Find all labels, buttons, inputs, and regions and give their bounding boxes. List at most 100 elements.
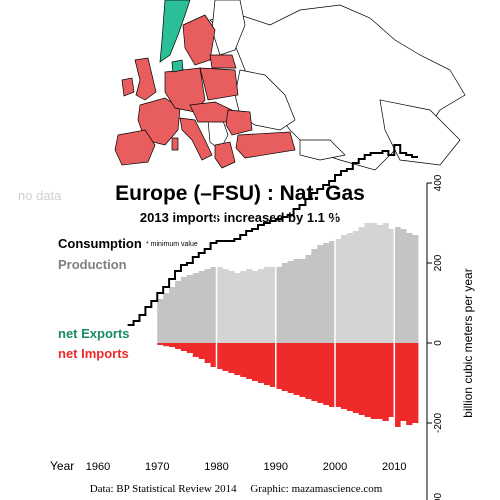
net-imports-bar-1983 bbox=[234, 343, 241, 375]
map-country-uk bbox=[134, 57, 157, 101]
net-imports-bar-2011 bbox=[400, 343, 407, 421]
net-imports-bar-1994 bbox=[299, 343, 306, 397]
production-bar-1979 bbox=[210, 267, 217, 343]
x-tick-label: 1960 bbox=[86, 461, 110, 473]
x-tick-label: 1970 bbox=[145, 461, 169, 473]
map-country-baltics bbox=[209, 54, 237, 69]
production-bar-1999 bbox=[329, 241, 336, 343]
net-imports-bar-1992 bbox=[287, 343, 294, 393]
net-imports-bar-1988 bbox=[263, 343, 271, 385]
production-bar-1985 bbox=[246, 269, 253, 343]
net-imports-bar-1980 bbox=[216, 343, 223, 369]
production-bar-2013 bbox=[412, 235, 419, 343]
y-tick-label: 200 bbox=[433, 254, 444, 271]
chart-title: Europe (–FSU) : Nat. Gas bbox=[115, 182, 365, 205]
net-imports-bar-2007 bbox=[376, 343, 383, 419]
production-bar-1991 bbox=[281, 263, 289, 343]
y-tick-label: -200 bbox=[433, 413, 444, 433]
net-imports-bar-2005 bbox=[364, 343, 371, 417]
legend-net-imports: net Imports bbox=[58, 346, 129, 361]
production-bar-2010 bbox=[394, 227, 401, 343]
map-outline-countries bbox=[207, 0, 466, 171]
map-country-france bbox=[137, 97, 181, 146]
production-bar-2009 bbox=[388, 229, 395, 343]
map-country-greece bbox=[214, 141, 236, 169]
net-imports-bar-1986 bbox=[252, 343, 259, 381]
y-tick-label: 0 bbox=[433, 340, 444, 346]
legend-consumption-note: * minimum value bbox=[146, 241, 198, 248]
net-imports-bar-1976 bbox=[192, 343, 200, 357]
production-bar-1980 bbox=[216, 267, 223, 343]
map-country-central bbox=[189, 101, 233, 123]
production-bar-1996 bbox=[311, 249, 318, 343]
net-imports-bar-1999 bbox=[329, 343, 336, 407]
y-tick-label: 400 bbox=[433, 174, 444, 191]
production-bar-2000 bbox=[335, 239, 342, 343]
net-imports-bar-1990 bbox=[275, 343, 283, 389]
legend-consumption: Consumption bbox=[58, 236, 142, 251]
net-imports-bar-1987 bbox=[258, 343, 265, 383]
net-imports-bar-2013 bbox=[412, 343, 419, 423]
net-imports-bar-1993 bbox=[293, 343, 300, 395]
x-tick-label: 1980 bbox=[204, 461, 228, 473]
net-imports-bar-1974 bbox=[180, 343, 188, 351]
net-imports-bar-1996 bbox=[311, 343, 318, 401]
production-bar-1988 bbox=[263, 267, 271, 343]
y-axis-label: billion cubic meters per year bbox=[461, 268, 475, 417]
production-bar-1995 bbox=[305, 255, 312, 343]
production-bar-2001 bbox=[340, 235, 348, 343]
net-imports-bar-1989 bbox=[269, 343, 277, 387]
production-bar-1993 bbox=[293, 259, 300, 343]
net-imports-bar-2009 bbox=[388, 343, 395, 417]
net-imports-bar-1995 bbox=[305, 343, 312, 399]
production-bar-1978 bbox=[204, 269, 211, 343]
production-bar-1987 bbox=[258, 269, 265, 343]
production-bar-1970 bbox=[157, 299, 164, 343]
production-bar-1981 bbox=[222, 269, 229, 343]
net-imports-bars bbox=[157, 343, 419, 427]
net-imports-bar-2006 bbox=[370, 343, 377, 419]
map-country-norway bbox=[159, 0, 191, 63]
map-country-turkey bbox=[235, 131, 296, 159]
net-imports-bar-1979 bbox=[210, 343, 217, 367]
net-imports-bar-2008 bbox=[382, 343, 389, 421]
production-bar-1983 bbox=[234, 273, 241, 343]
chart-subtitle: 2013 imports increased by 1.1 % bbox=[140, 210, 341, 225]
map-import-countries bbox=[114, 14, 296, 169]
production-bar-1971 bbox=[163, 293, 170, 343]
net-imports-bar-2001 bbox=[340, 343, 348, 409]
production-bar-1990 bbox=[275, 267, 283, 343]
production-bars bbox=[157, 223, 419, 343]
net-imports-bar-1984 bbox=[240, 343, 247, 377]
y-ticks: 400 200 0 -200 -400 bbox=[427, 174, 444, 500]
net-imports-bar-1997 bbox=[317, 343, 324, 403]
x-tick-label: 2010 bbox=[382, 461, 406, 473]
production-bar-2011 bbox=[400, 229, 407, 343]
production-bar-2004 bbox=[358, 227, 366, 343]
net-imports-bar-1991 bbox=[281, 343, 289, 391]
map-country-sweden-finland bbox=[182, 14, 216, 66]
legend-production: Production bbox=[58, 257, 127, 272]
production-bar-1972 bbox=[169, 287, 176, 343]
production-bar-1994 bbox=[299, 259, 306, 343]
production-bar-2008 bbox=[382, 223, 389, 343]
production-bar-1992 bbox=[287, 261, 294, 343]
net-imports-bar-1970 bbox=[157, 343, 164, 345]
production-bar-1977 bbox=[198, 271, 206, 343]
net-imports-bar-2012 bbox=[406, 343, 413, 425]
net-imports-bar-1985 bbox=[246, 343, 253, 379]
decade-separators bbox=[215, 215, 396, 431]
europe-map bbox=[114, 0, 466, 171]
net-imports-bar-2002 bbox=[346, 343, 354, 411]
map-country-denmark bbox=[171, 59, 184, 73]
map-country-spain-portugal bbox=[114, 129, 156, 166]
production-bar-1984 bbox=[240, 271, 247, 343]
net-imports-bar-2003 bbox=[352, 343, 360, 413]
x-axis-label: Year bbox=[50, 459, 74, 473]
footer-source: Data: BP Statistical Review 2014 Graphic… bbox=[90, 483, 383, 495]
map-export-countries bbox=[159, 0, 191, 73]
net-imports-bar-1981 bbox=[222, 343, 229, 371]
x-tick-label: 1990 bbox=[264, 461, 288, 473]
net-imports-bar-2000 bbox=[335, 343, 342, 407]
